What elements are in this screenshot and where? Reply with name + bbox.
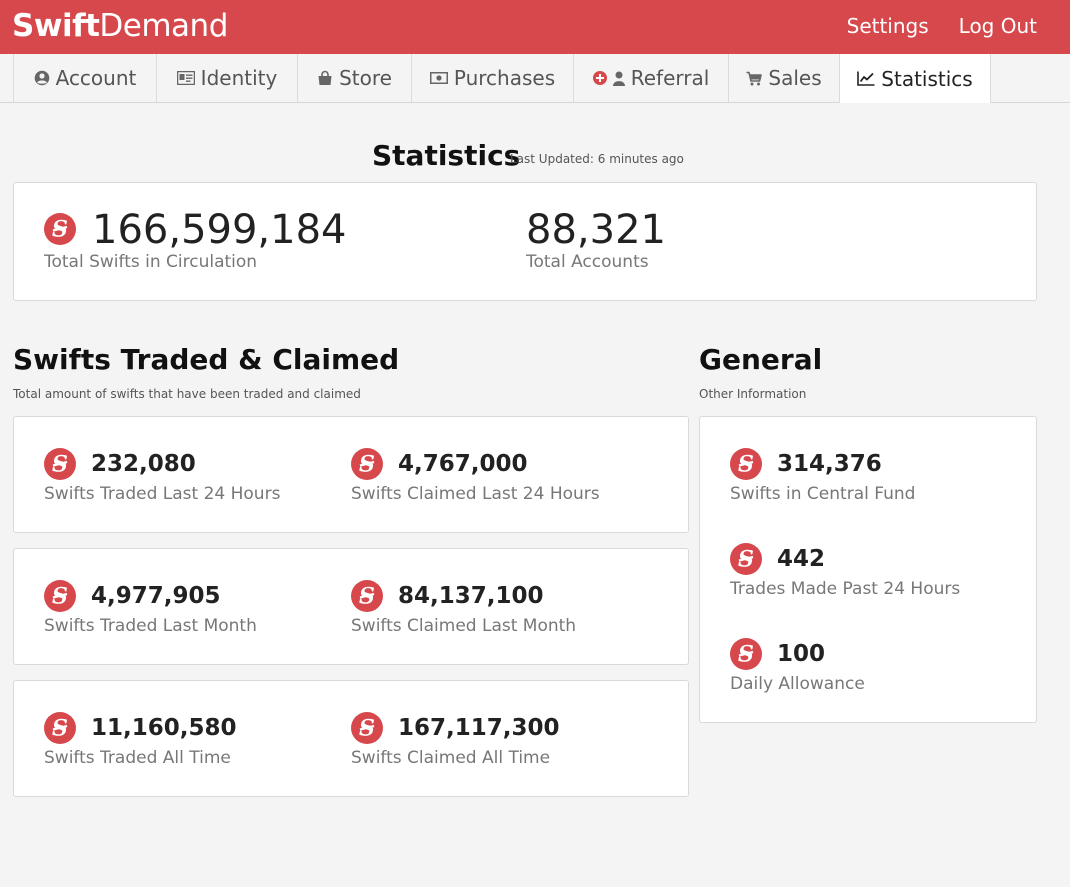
traded-all-time-label: Swifts Traded All Time	[44, 748, 231, 768]
swift-coin-icon: S	[44, 448, 76, 480]
money-bill-icon	[429, 72, 448, 84]
last-updated: Last Updated: 6 minutes ago	[510, 152, 684, 166]
user-circle-icon	[34, 70, 49, 86]
claimed-all-time-label: Swifts Claimed All Time	[351, 748, 551, 768]
swift-coin-icon: S	[730, 543, 762, 575]
tab-account[interactable]: Account	[13, 54, 156, 102]
swift-coin-icon: S	[730, 638, 762, 670]
line-chart-icon	[857, 71, 875, 86]
tab-bar: Account Identity Store Purchases	[0, 54, 1070, 103]
tab-label: Sales	[768, 66, 822, 90]
daily-allowance-label: Daily Allowance	[730, 674, 865, 694]
trades-24h-value: 442	[777, 546, 826, 572]
general-title: General	[699, 343, 823, 376]
top-links: Settings Log Out	[847, 12, 1037, 40]
page-title: Statistics	[372, 139, 521, 172]
claimed-all-time-value: 167,117,300	[398, 715, 560, 741]
settings-link[interactable]: Settings	[846, 14, 929, 38]
logout-link[interactable]: Log Out	[958, 14, 1037, 38]
tab-referral[interactable]: Referral	[573, 54, 728, 102]
swift-coin-icon: S	[730, 448, 762, 480]
traded-24h-value: 232,080	[91, 451, 196, 477]
general-card: S 314,376 Swifts in Central Fund S 442 T…	[699, 416, 1037, 723]
swift-coin-icon: S	[44, 580, 76, 612]
traded-claimed-subtitle: Total amount of swifts that have been tr…	[13, 387, 361, 401]
general-subtitle: Other Information	[699, 387, 807, 401]
daily-allowance-value: 100	[777, 641, 826, 667]
traded-month-value: 4,977,905	[91, 583, 221, 609]
tab-label: Account	[55, 66, 137, 90]
tab-label: Referral	[630, 66, 710, 90]
trades-24h-label: Trades Made Past 24 Hours	[730, 579, 961, 599]
central-fund-value: 314,376	[777, 451, 882, 477]
swift-coin-icon: S	[351, 580, 383, 612]
swift-coin-icon: S	[351, 712, 383, 744]
tab-label: Store	[339, 66, 392, 90]
traded-month-label: Swifts Traded Last Month	[44, 616, 257, 636]
central-fund-label: Swifts in Central Fund	[730, 484, 916, 504]
cart-icon	[746, 71, 763, 85]
brand-logo[interactable]: SwiftDemand	[12, 6, 228, 46]
total-swifts-value: 166,599,184	[92, 207, 347, 253]
claimed-24h-label: Swifts Claimed Last 24 Hours	[351, 484, 600, 504]
swift-coin-icon: S	[44, 712, 76, 744]
tab-sales[interactable]: Sales	[728, 54, 839, 102]
shopping-bag-icon	[318, 70, 332, 85]
stats-card-all-time: S 11,160,580 Swifts Traded All Time S 16…	[13, 680, 689, 797]
tab-store[interactable]: Store	[297, 54, 411, 102]
tab-identity[interactable]: Identity	[156, 54, 297, 102]
brand-part-2: Demand	[99, 8, 228, 44]
user-icon	[612, 71, 625, 86]
totals-card: S 166,599,184 Total Swifts in Circulatio…	[13, 182, 1037, 301]
claimed-month-label: Swifts Claimed Last Month	[351, 616, 577, 636]
total-accounts-value: 88,321	[526, 207, 666, 253]
id-card-icon	[176, 71, 195, 85]
stats-card-month: S 4,977,905 Swifts Traded Last Month S 8…	[13, 548, 689, 665]
tab-purchases[interactable]: Purchases	[411, 54, 573, 102]
total-swifts-label: Total Swifts in Circulation	[44, 252, 258, 272]
traded-claimed-title: Swifts Traded & Claimed	[13, 343, 400, 376]
tab-label: Purchases	[453, 66, 556, 90]
plus-circle-icon	[592, 71, 607, 85]
swift-coin-icon: S	[351, 448, 383, 480]
claimed-month-value: 84,137,100	[398, 583, 544, 609]
total-accounts-label: Total Accounts	[526, 252, 649, 272]
traded-all-time-value: 11,160,580	[91, 715, 237, 741]
tab-label: Identity	[200, 66, 278, 90]
tab-label: Statistics	[881, 66, 973, 91]
tab-statistics[interactable]: Statistics	[839, 54, 991, 103]
swift-coin-icon: S	[44, 213, 76, 245]
stats-card-24h: S 232,080 Swifts Traded Last 24 Hours S …	[13, 416, 689, 533]
brand-part-1: Swift	[12, 8, 100, 44]
claimed-24h-value: 4,767,000	[398, 451, 528, 477]
traded-24h-label: Swifts Traded Last 24 Hours	[44, 484, 281, 504]
top-navbar: SwiftDemand Settings Log Out	[0, 0, 1070, 54]
